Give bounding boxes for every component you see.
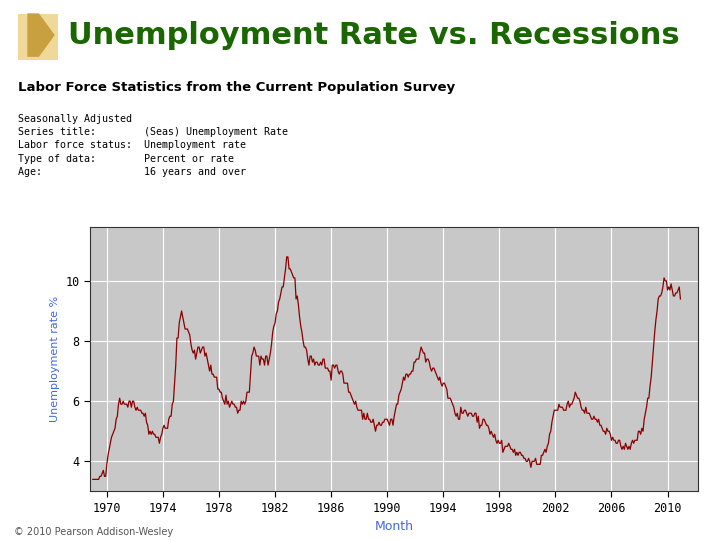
Text: Labor Force Statistics from the Current Population Survey: Labor Force Statistics from the Current …	[18, 80, 455, 94]
Text: © 2010 Pearson Addison-Wesley: © 2010 Pearson Addison-Wesley	[14, 527, 174, 537]
FancyArrow shape	[27, 14, 55, 57]
X-axis label: Month: Month	[374, 521, 414, 534]
Y-axis label: Unemployment rate %: Unemployment rate %	[50, 296, 60, 422]
FancyBboxPatch shape	[18, 14, 58, 60]
Text: Unemployment Rate vs. Recessions: Unemployment Rate vs. Recessions	[68, 21, 680, 50]
Text: Seasonally Adjusted
Series title:        (Seas) Unemployment Rate
Labor force st: Seasonally Adjusted Series title: (Seas)…	[17, 114, 288, 177]
